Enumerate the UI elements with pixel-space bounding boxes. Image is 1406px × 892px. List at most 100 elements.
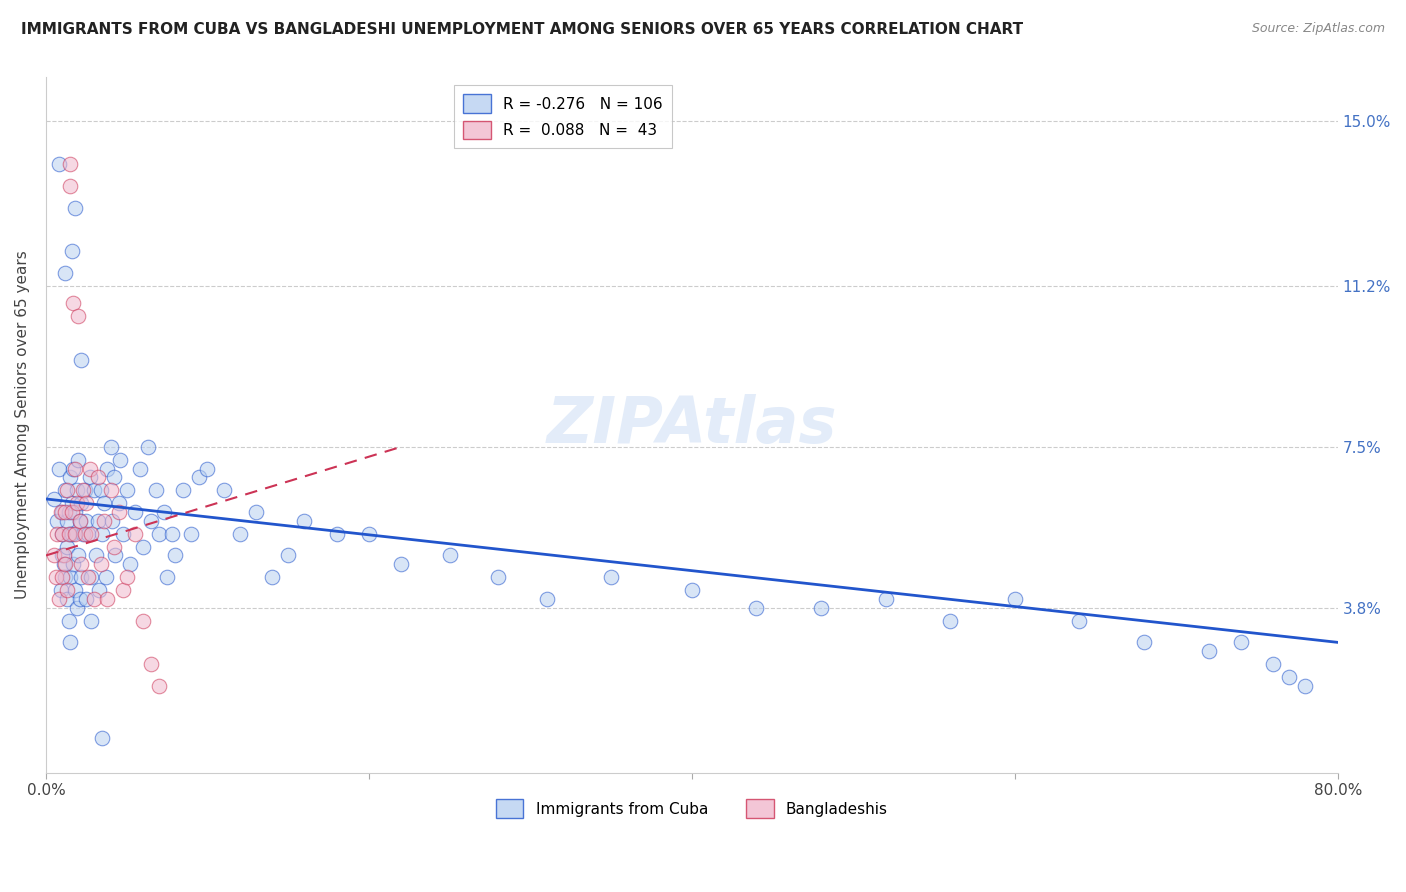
Text: IMMIGRANTS FROM CUBA VS BANGLADESHI UNEMPLOYMENT AMONG SENIORS OVER 65 YEARS COR: IMMIGRANTS FROM CUBA VS BANGLADESHI UNEM… (21, 22, 1024, 37)
Point (93, 514, 115, 528)
Point (56, 514, 79, 528)
Point (212, 483, 235, 498)
Point (100, 483, 122, 498)
Point (80, 526, 103, 541)
Point (101, 514, 124, 528)
Legend: Immigrants from Cuba, Bangladeshis: Immigrants from Cuba, Bangladeshis (489, 793, 894, 824)
Point (72, 483, 94, 498)
Point (53, 483, 76, 498)
Point (875, 591, 897, 606)
Point (1069, 614, 1091, 628)
Point (60, 496, 83, 510)
Point (132, 540, 155, 554)
Text: ZIPAtlas: ZIPAtlas (547, 394, 837, 456)
Point (172, 483, 194, 498)
Point (681, 583, 703, 598)
Point (325, 526, 347, 541)
Point (59, 526, 82, 541)
Point (277, 549, 299, 563)
Point (80, 614, 103, 628)
Point (70, 570, 93, 584)
Point (56, 540, 79, 554)
Text: Source: ZipAtlas.com: Source: ZipAtlas.com (1251, 22, 1385, 36)
Point (46, 514, 69, 528)
Point (70, 352, 93, 367)
Point (536, 591, 558, 606)
Point (58, 614, 80, 628)
Point (1263, 657, 1285, 672)
Point (67, 310, 90, 324)
Point (63, 461, 86, 475)
Point (60, 505, 83, 519)
Point (49, 505, 72, 519)
Point (48, 591, 70, 606)
Point (86, 514, 108, 528)
Point (96, 461, 118, 475)
Point (70, 496, 93, 510)
Point (59, 157, 82, 171)
Point (156, 570, 179, 584)
Point (1004, 591, 1026, 606)
Point (62, 461, 84, 475)
Point (73, 483, 96, 498)
Point (188, 470, 211, 484)
Point (83, 591, 105, 606)
Point (51, 570, 73, 584)
Point (59, 179, 82, 194)
Point (53, 266, 76, 280)
Point (77, 526, 100, 541)
Point (86, 470, 108, 484)
Point (112, 526, 135, 541)
Point (1133, 635, 1156, 649)
Point (197, 461, 219, 475)
Point (139, 657, 162, 672)
Point (145, 483, 167, 498)
Point (260, 570, 283, 584)
Point (42, 549, 65, 563)
Point (79, 461, 101, 475)
Point (56, 583, 79, 598)
Point (939, 614, 962, 628)
Point (180, 526, 202, 541)
Point (46, 526, 69, 541)
Point (160, 526, 183, 541)
Point (124, 526, 146, 541)
Point (292, 514, 315, 528)
Point (56, 591, 79, 606)
Point (148, 679, 170, 693)
Point (48, 157, 70, 171)
Point (94, 570, 117, 584)
Point (1230, 635, 1253, 649)
Point (51, 526, 73, 541)
Point (67, 453, 90, 467)
Point (810, 600, 832, 615)
Point (75, 496, 97, 510)
Point (103, 470, 125, 484)
Point (53, 505, 76, 519)
Point (58, 526, 80, 541)
Point (118, 557, 141, 571)
Point (389, 557, 412, 571)
Point (67, 549, 90, 563)
Point (83, 483, 105, 498)
Point (52, 557, 75, 571)
Point (115, 570, 138, 584)
Point (110, 453, 132, 467)
Point (42, 491, 65, 506)
Point (107, 505, 129, 519)
Point (59, 570, 82, 584)
Point (107, 496, 129, 510)
Point (139, 514, 162, 528)
Point (245, 505, 267, 519)
Point (69, 514, 91, 528)
Point (60, 526, 83, 541)
Point (84, 549, 107, 563)
Y-axis label: Unemployment Among Seniors over 65 years: Unemployment Among Seniors over 65 years (15, 251, 30, 599)
Point (56, 483, 79, 498)
Point (66, 483, 89, 498)
Point (89, 583, 111, 598)
Point (439, 549, 461, 563)
Point (1294, 679, 1316, 693)
Point (103, 540, 125, 554)
Point (72, 526, 94, 541)
